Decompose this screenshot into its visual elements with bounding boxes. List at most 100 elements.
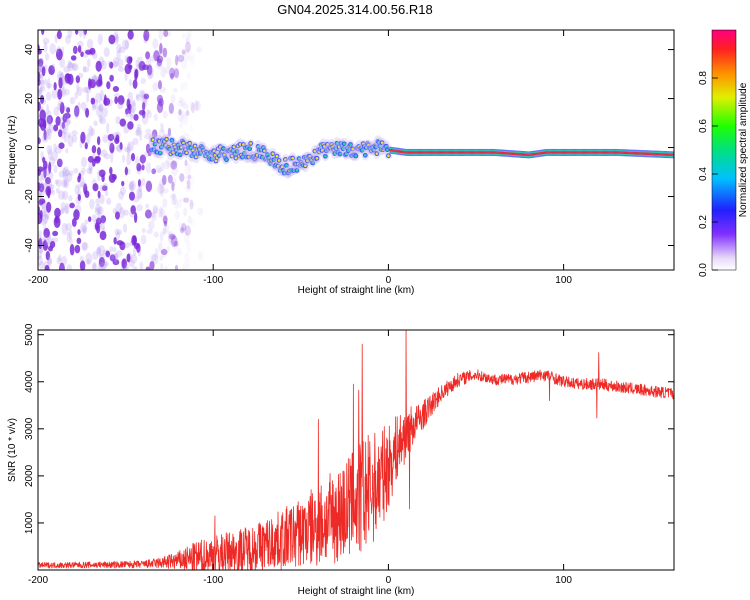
ridge-core — [214, 159, 218, 163]
noise-blob — [43, 129, 47, 141]
ridge-band-hot — [467, 151, 469, 154]
ridge-band-hot — [645, 152, 648, 155]
noise-blob — [103, 261, 109, 267]
noise-blob — [114, 211, 120, 220]
ridge-band-hot — [582, 151, 584, 154]
noise-blob — [109, 142, 115, 154]
noise-blob — [164, 224, 170, 234]
noise-blob — [51, 88, 58, 99]
noise-blob — [38, 127, 41, 140]
y-tick-label: 0 — [24, 144, 35, 150]
noise-blob — [147, 220, 155, 230]
ridge-band-hot — [494, 151, 496, 154]
noise-blob — [126, 153, 132, 166]
ridge-band-hot — [438, 151, 440, 154]
ridge-core — [335, 141, 339, 145]
noise-blob — [86, 258, 91, 265]
noise-blob — [84, 142, 88, 150]
ridge-core — [276, 164, 280, 168]
noise-blob — [130, 180, 136, 192]
noise-blob — [181, 223, 187, 232]
ridge-band-hot — [471, 151, 473, 154]
ridge-band-hot — [435, 151, 437, 154]
noise-blob — [141, 164, 145, 171]
ridge-band-hot — [489, 151, 491, 154]
noise-blob — [114, 228, 120, 236]
ridge-band-hot — [430, 151, 432, 154]
noise-blob — [158, 206, 164, 214]
noise-blob — [166, 57, 172, 68]
ridge-band-hot — [504, 151, 506, 155]
ridge-band-hot — [469, 151, 471, 154]
noise-blob — [170, 160, 178, 170]
ridge-band-hot — [502, 151, 505, 155]
ridge-band-hot — [528, 153, 530, 157]
noise-blob — [38, 237, 43, 250]
ridge-band-hot — [543, 151, 546, 154]
noise-blob — [136, 162, 142, 172]
noise-blob — [99, 184, 106, 192]
noise-blob — [58, 77, 63, 89]
noise-blob — [41, 218, 47, 226]
ridge-band-hot — [553, 151, 555, 154]
noise-blob — [67, 61, 74, 72]
ridge-band-hot — [416, 151, 418, 154]
noise-blob — [70, 55, 77, 61]
noise-blob — [77, 45, 82, 53]
noise-blob — [82, 66, 90, 73]
noise-blob — [101, 107, 108, 118]
ridge-band-hot — [579, 151, 581, 154]
noise-blob — [161, 174, 167, 186]
ridge-core — [212, 149, 216, 153]
ridge-band-hot — [476, 151, 478, 154]
noise-blob — [97, 169, 101, 182]
noise-blob — [38, 49, 42, 55]
ridge-band-hot — [459, 151, 461, 154]
noise-blob — [81, 242, 88, 251]
noise-blob — [43, 160, 48, 171]
ridge-core — [164, 144, 167, 147]
ridge-core — [240, 155, 244, 159]
noise-blob — [171, 198, 176, 206]
ridge-band-hot — [412, 151, 414, 154]
ridge-band-hot — [598, 151, 600, 154]
ridge-band-hot — [448, 151, 450, 154]
noise-blob — [188, 216, 192, 224]
ridge-band-hot — [431, 151, 433, 154]
noise-blob — [132, 137, 139, 146]
noise-blob — [112, 246, 117, 253]
noise-blob — [86, 38, 94, 49]
noise-blob — [109, 246, 114, 253]
noise-blob — [83, 183, 88, 195]
ridge-band-hot — [604, 151, 607, 154]
ridge-band-hot — [670, 153, 672, 156]
ridge-band-hot — [487, 151, 489, 154]
noise-blob — [94, 92, 102, 104]
noise-blob — [150, 212, 155, 218]
ridge-band-hot — [648, 152, 650, 155]
noise-blob — [44, 264, 50, 270]
ridge-band-hot — [567, 151, 569, 154]
ridge-band-hot — [519, 153, 521, 156]
noise-blob — [59, 57, 65, 68]
noise-blob — [173, 240, 179, 247]
noise-blob — [97, 190, 101, 199]
ridge-band-hot — [421, 151, 423, 154]
noise-blob — [97, 33, 103, 46]
ridge-band-hot — [529, 153, 531, 156]
ridge-band-hot — [610, 151, 612, 154]
colorbar-tick-label: 0.8 — [698, 71, 709, 85]
ridge-band-hot — [500, 151, 502, 155]
noise-blob — [51, 63, 55, 71]
noise-blob — [38, 89, 42, 97]
noise-blob — [74, 244, 81, 254]
noise-blob — [181, 102, 189, 110]
noise-blob — [48, 65, 55, 76]
noise-blob — [107, 133, 115, 141]
noise-blob — [177, 54, 185, 63]
noise-blob — [43, 228, 50, 239]
noise-blob — [103, 47, 110, 57]
ridge-band-hot — [490, 151, 492, 154]
ridge-core — [315, 157, 319, 160]
ridge-band-hot — [449, 151, 451, 154]
